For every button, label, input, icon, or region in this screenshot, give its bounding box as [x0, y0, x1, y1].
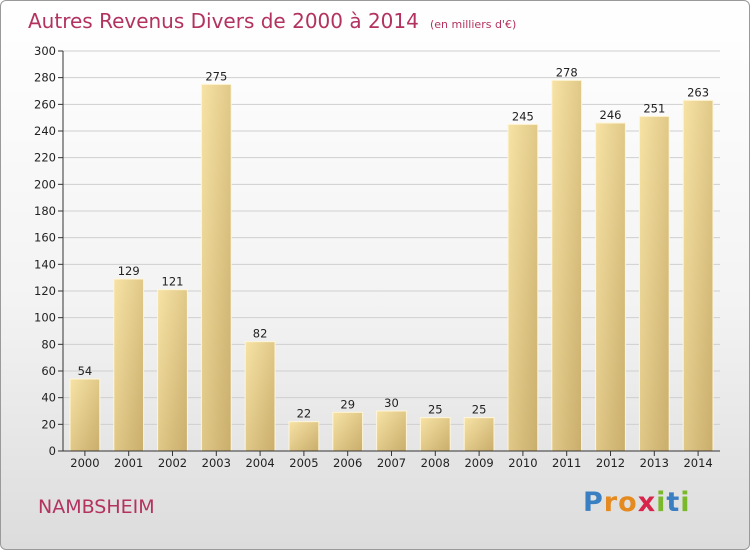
y-tick-label: 100: [34, 311, 56, 325]
data-label-2007: 30: [384, 396, 399, 410]
bar-2009: [463, 417, 495, 452]
x-tick-label-2002: 2002: [158, 456, 187, 470]
bar-2006: [332, 411, 364, 452]
y-tick-label: 40: [41, 391, 56, 405]
data-label-2009: 25: [472, 403, 487, 417]
x-tick-label-2004: 2004: [245, 456, 274, 470]
logo-letter: t: [666, 487, 681, 518]
y-tick-label: 140: [34, 257, 56, 271]
x-tick-label-2005: 2005: [289, 456, 318, 470]
bar-2014: [682, 99, 714, 452]
bar-2000: [69, 378, 101, 452]
bar-2007: [376, 410, 407, 452]
x-tick-label-2012: 2012: [596, 456, 625, 470]
data-label-2006: 29: [340, 397, 355, 411]
logo-letter: i: [656, 487, 667, 518]
x-tick-label-2006: 2006: [333, 456, 362, 470]
bar-2005: [288, 421, 320, 452]
data-label-2002: 121: [162, 275, 184, 289]
data-label-2011: 278: [556, 65, 578, 79]
chart-unit: (en milliers d'€): [429, 18, 517, 31]
axes: 0 20 40 60 80 100 120 140 160 180 200 220 240 260 280 3…: [34, 44, 720, 470]
bar-2012: [595, 122, 626, 452]
y-tick-label: 180: [34, 204, 56, 218]
logo-letter: o: [618, 487, 638, 518]
logo-letter: P: [583, 487, 604, 518]
y-tick-label: 260: [34, 97, 56, 111]
logo-letter: x: [637, 487, 657, 518]
y-tick-label: 80: [41, 337, 56, 351]
y-tick-label: 20: [41, 417, 56, 431]
data-label-2003: 275: [205, 69, 227, 83]
x-tick-label-2011: 2011: [552, 456, 581, 470]
bar-2011: [551, 79, 583, 452]
y-tick-label: 160: [34, 231, 56, 245]
data-label-2001: 129: [118, 264, 140, 278]
x-tick-label-2003: 2003: [202, 456, 231, 470]
y-tick-label: 240: [34, 124, 56, 138]
data-label-2012: 246: [600, 108, 622, 122]
data-label-2008: 25: [428, 403, 443, 417]
data-label-2000: 54: [78, 364, 93, 378]
data-label-2004: 82: [253, 327, 268, 341]
bar-2008: [419, 417, 451, 452]
bar-2010: [507, 123, 539, 452]
data-label-2005: 22: [297, 407, 312, 421]
x-tick-label-2000: 2000: [70, 456, 99, 470]
chart-title: Autres Revenus Divers de 2000 à 2014: [28, 9, 419, 33]
bar-2002: [157, 289, 188, 452]
x-tick-label-2009: 2009: [464, 456, 493, 470]
proxiti-logo: Proxiti: [583, 487, 691, 518]
x-tick-label-2008: 2008: [421, 456, 450, 470]
y-tick-label: 120: [34, 284, 56, 298]
commune-name: NAMBSHEIM: [38, 496, 155, 518]
logo-letter: i: [680, 487, 691, 518]
y-tick-label: 60: [41, 364, 56, 378]
data-label-2010: 245: [512, 109, 534, 123]
data-labels: 54 129 121 275 82 22 29 30 25 25 245 278 246 251 263: [78, 65, 709, 420]
bar-2003: [200, 83, 232, 452]
data-label-2013: 251: [643, 101, 665, 115]
x-tick-label-2014: 2014: [683, 456, 712, 470]
y-tick-label: 0: [49, 444, 56, 458]
bar-2001: [113, 278, 145, 452]
y-tick-label: 280: [34, 71, 56, 85]
bars: [69, 79, 714, 452]
logo-letter: r: [603, 487, 619, 518]
chart-title-block: Autres Revenus Divers de 2000 à 2014 (en…: [28, 9, 516, 33]
x-tick-label-2001: 2001: [114, 456, 143, 470]
x-tick-label-2010: 2010: [508, 456, 537, 470]
x-tick-label-2007: 2007: [377, 456, 406, 470]
bar-2004: [244, 341, 276, 452]
y-tick-label: 200: [34, 177, 56, 191]
x-tick-label-2013: 2013: [640, 456, 669, 470]
data-label-2014: 263: [687, 85, 709, 99]
y-tick-label: 300: [34, 44, 56, 58]
y-tick-label: 220: [34, 151, 56, 165]
bar-2013: [638, 115, 670, 452]
